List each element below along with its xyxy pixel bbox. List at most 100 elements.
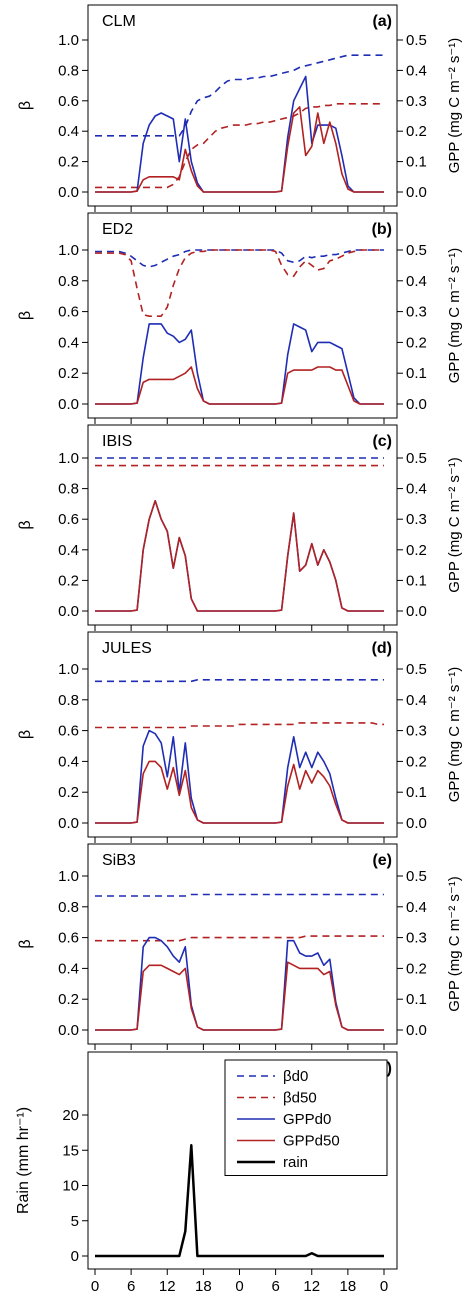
model-name: IBIS — [102, 433, 132, 450]
x-tick-label: 6 — [127, 1278, 135, 1295]
plot-frame — [87, 631, 398, 838]
y-tick-label: 0.8 — [58, 481, 79, 498]
y-tick-label: 0.2 — [58, 365, 79, 382]
x-tick-label: 0 — [380, 1278, 388, 1295]
y-tick-label: 0.8 — [58, 692, 79, 709]
series-GPPd0 — [95, 75, 384, 193]
y-axis-label: Rain (mm hr⁻¹) — [15, 1107, 32, 1214]
y-tick-label: 0.0 — [58, 184, 79, 201]
y-tick-label: 1.0 — [58, 868, 79, 885]
panel-b: 0.0 0.2 0.4 0.6 0.8 1.0 β 0.0 0.1 0.2 0.3 0.4 0.5 GPP… — [17, 212, 463, 424]
y2-tick-label: 0.3 — [406, 304, 427, 321]
y-tick-label: 0.4 — [58, 123, 79, 140]
y2-tick-label: 0.4 — [406, 899, 427, 916]
y-tick-label: 1.0 — [58, 242, 79, 259]
y-tick-label: 0.6 — [58, 930, 79, 947]
series-βd50 — [95, 103, 384, 189]
x-tick-label: 18 — [340, 1278, 357, 1295]
y-tick-label: 5 — [71, 1213, 79, 1230]
y-tick-label: 0.2 — [58, 154, 79, 171]
series-βd50 — [95, 722, 384, 729]
y2-tick-label: 0.0 — [406, 603, 427, 620]
y-tick-label: 0.0 — [58, 603, 79, 620]
y-axis-label: β — [17, 311, 34, 320]
series-βd0 — [95, 678, 384, 683]
y2-tick-label: 0.5 — [406, 661, 427, 678]
x-tick-label: 0 — [235, 1278, 243, 1295]
panel-e: 0.0 0.2 0.4 0.6 0.8 1.0 β 0.0 0.1 0.2 0.3 0.4 0.5 GPP… — [17, 843, 463, 1050]
y2-tick-label: 0.1 — [406, 365, 427, 382]
y-axis-label: β — [17, 520, 34, 529]
y-tick-label: 0.8 — [58, 899, 79, 916]
panel-c: 0.0 0.2 0.4 0.6 0.8 1.0 β 0.0 0.1 0.2 0.3 0.4 0.5 GPP… — [17, 424, 463, 631]
panel-label: (b) — [372, 221, 392, 238]
y-axis-label: β — [17, 939, 34, 948]
y2-axis-label: GPP (mg C m⁻² s⁻¹) — [446, 248, 463, 384]
y-tick-label: 0.6 — [58, 93, 79, 110]
y2-tick-label: 0.4 — [406, 692, 427, 709]
series-GPPd0 — [95, 323, 384, 405]
y-tick-label: 0.8 — [58, 62, 79, 79]
y2-tick-label: 0.5 — [406, 450, 427, 467]
panel-label: (e) — [372, 852, 392, 869]
y-tick-label: 0.6 — [58, 511, 79, 528]
x-tick-label: 18 — [195, 1278, 212, 1295]
y2-tick-label: 0.4 — [406, 273, 427, 290]
y2-tick-label: 0.0 — [406, 1022, 427, 1039]
series-GPPd50 — [95, 499, 384, 612]
y2-tick-label: 0.3 — [406, 723, 427, 740]
y2-tick-label: 0.1 — [406, 572, 427, 589]
y-tick-label: 0.8 — [58, 273, 79, 290]
y-tick-label: 0 — [71, 1248, 79, 1265]
series-GPPd50 — [95, 106, 384, 193]
y2-tick-label: 0.1 — [406, 154, 427, 171]
legend-label: rain — [283, 1154, 308, 1171]
y-tick-label: 0.2 — [58, 784, 79, 801]
panel-a: 0.0 0.2 0.4 0.6 0.8 1.0 β 0.0 0.1 0.2 0.3 0.4 0.5 GPP… — [17, 4, 463, 212]
panel-label: (a) — [372, 13, 392, 30]
series-rain — [95, 1144, 384, 1258]
y2-tick-label: 0.3 — [406, 930, 427, 947]
y2-tick-label: 0.2 — [406, 960, 427, 977]
y-tick-label: 10 — [62, 1178, 79, 1195]
y2-tick-label: 0.5 — [406, 32, 427, 49]
plot-frame — [87, 4, 398, 207]
series-βd0 — [95, 893, 384, 897]
y2-axis-label: GPP (mg C m⁻² s⁻¹) — [446, 876, 463, 1012]
y-tick-label: 0.2 — [58, 572, 79, 589]
y2-tick-label: 0.1 — [406, 784, 427, 801]
legend: βd0 βd50 GPPd0 GPPd50 rain — [224, 1059, 388, 1176]
y-tick-label: 0.6 — [58, 723, 79, 740]
plot-frame — [87, 212, 398, 419]
y-tick-label: 1.0 — [58, 32, 79, 49]
plot-frame — [87, 1051, 398, 1270]
y-tick-label: 0.2 — [58, 991, 79, 1008]
model-name: CLM — [102, 13, 136, 30]
series-βd50 — [95, 249, 384, 318]
y2-tick-label: 0.2 — [406, 542, 427, 559]
legend-label: GPPd50 — [283, 1133, 340, 1150]
y2-tick-label: 0.5 — [406, 242, 427, 259]
y2-tick-label: 0.5 — [406, 868, 427, 885]
y-tick-label: 0.4 — [58, 960, 79, 977]
y-tick-label: 15 — [62, 1142, 79, 1159]
y2-tick-label: 0.0 — [406, 184, 427, 201]
x-tick-label: 12 — [159, 1278, 176, 1295]
y2-tick-label: 0.4 — [406, 481, 427, 498]
y2-axis-label: GPP (mg C m⁻² s⁻¹) — [446, 457, 463, 593]
y2-tick-label: 0.0 — [406, 815, 427, 832]
legend-box — [224, 1059, 388, 1176]
panel-label: (d) — [372, 640, 392, 657]
y-tick-label: 1.0 — [58, 450, 79, 467]
y-tick-label: 0.6 — [58, 304, 79, 321]
x-tick-label: 12 — [303, 1278, 320, 1295]
y-tick-label: 1.0 — [58, 661, 79, 678]
y-tick-label: 0.4 — [58, 753, 79, 770]
y2-axis-label: GPP (mg C m⁻² s⁻¹) — [446, 38, 463, 174]
y-axis-label: β — [17, 730, 34, 739]
model-name: SiB3 — [102, 852, 136, 869]
y2-tick-label: 0.0 — [406, 396, 427, 413]
y2-tick-label: 0.3 — [406, 511, 427, 528]
panel-d: 0.0 0.2 0.4 0.6 0.8 1.0 β 0.0 0.1 0.2 0.3 0.4 0.5 GPP… — [17, 631, 463, 843]
